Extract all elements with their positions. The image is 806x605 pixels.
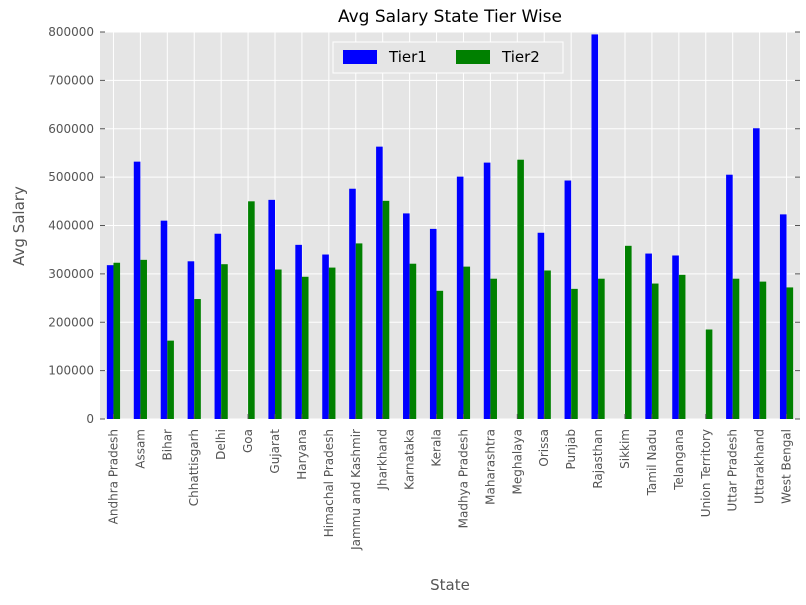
bar-tier2 [705, 329, 713, 419]
bar-tier1 [376, 146, 383, 419]
bar-tier1 [753, 128, 760, 420]
bar-tier2 [355, 243, 363, 419]
bar-tier1 [133, 161, 141, 419]
x-tick-label: Goa [241, 429, 255, 453]
x-tick-label: Delhi [214, 429, 228, 460]
bar-tier1 [726, 174, 733, 419]
bar-tier1 [429, 228, 437, 419]
bar-tier1 [322, 254, 329, 419]
bar-tier2 [678, 274, 686, 419]
x-tick-label: Haryana [295, 429, 309, 480]
bar-tier2 [194, 299, 201, 419]
y-tick-label: 600000 [48, 122, 94, 136]
x-tick-label: Madhya Pradesh [456, 429, 470, 528]
x-tick-label: Chhattisgarh [187, 429, 201, 506]
bar-tier2 [436, 290, 444, 419]
bar-tier2 [221, 264, 228, 419]
x-tick-label: Telangana [672, 429, 686, 491]
bar-tier1 [403, 213, 410, 419]
x-tick-label: Assam [133, 429, 147, 469]
bar-tier1 [349, 188, 356, 419]
bar-tier1 [160, 220, 168, 419]
y-tick-label: 800000 [48, 25, 94, 39]
legend-swatch-tier2 [456, 50, 490, 64]
bar-tier2 [732, 278, 740, 419]
bar-tier1 [591, 34, 599, 419]
bar-tier2 [113, 262, 121, 419]
bar-tier2 [140, 259, 147, 419]
x-tick-label: Jharkhand [376, 429, 390, 491]
bar-tier1 [106, 265, 114, 419]
bar-tier2 [571, 288, 578, 419]
x-tick-label: Karnataka [403, 429, 417, 490]
bar-tier1 [187, 261, 195, 419]
x-tick-label: Union Territory [699, 429, 713, 517]
y-tick-label: 700000 [48, 73, 94, 87]
x-tick-label: Uttar Pradesh [726, 429, 740, 511]
y-tick-label: 0 [86, 412, 94, 426]
bar-tier2 [409, 263, 417, 419]
bar-tier1 [214, 233, 222, 419]
bars [106, 34, 794, 420]
bar-tier1 [456, 176, 464, 419]
x-tick-label: Uttarakhand [753, 429, 767, 504]
x-tick-label: Punjab [564, 429, 578, 470]
x-axis-label: State [430, 576, 470, 594]
y-tick-label: 100000 [48, 364, 94, 378]
bar-tier2 [301, 276, 309, 419]
bar-tier2 [651, 283, 659, 419]
legend-label-tier2: Tier2 [501, 48, 540, 66]
x-tick-label: Meghalaya [510, 429, 524, 494]
bar-tier1 [483, 162, 491, 420]
bar-tier2 [328, 267, 336, 419]
x-tick-label: Himachal Pradesh [322, 429, 336, 537]
bar-tier2 [544, 270, 551, 419]
bar-tier1 [564, 180, 572, 419]
bar-tier2 [167, 340, 174, 419]
x-tick-label: West Bengal [780, 429, 794, 504]
bar-tier1 [268, 199, 275, 419]
y-tick-label: 200000 [48, 315, 94, 329]
bar-tier2 [759, 281, 767, 419]
legend-label-tier1: Tier1 [388, 48, 427, 66]
chart-title: Avg Salary State Tier Wise [338, 7, 562, 27]
bar-tier2 [463, 266, 471, 419]
bar-tier2 [625, 245, 632, 419]
bar-tier2 [248, 201, 255, 419]
x-ticks: Andhra Pradesh Assam Bihar Chhattisgarh Delh… [106, 414, 794, 551]
x-tick-label: Bihar [160, 429, 174, 461]
legend-swatch-tier1 [343, 50, 377, 64]
legend: Tier1 Tier2 [332, 41, 564, 74]
x-tick-label: Tamil Nadu [645, 429, 659, 496]
bar-tier1 [537, 232, 545, 419]
bar-tier2 [598, 278, 605, 419]
y-tick-label: 300000 [48, 267, 94, 281]
y-ticks: 0 100000 200000 300000 400000 500000 600000 700… [48, 25, 800, 426]
x-tick-label: Maharashtra [483, 429, 497, 505]
bar-tier2 [786, 287, 794, 419]
bar-tier1 [779, 214, 787, 419]
bar-tier1 [295, 244, 302, 419]
x-tick-label: Gujarat [268, 429, 282, 474]
y-tick-label: 500000 [48, 170, 94, 184]
bar-tier2 [382, 200, 390, 419]
bar-tier2 [275, 269, 282, 419]
x-tick-label: Andhra Pradesh [106, 429, 120, 524]
x-tick-label: Sikkim [618, 429, 632, 469]
y-axis-label: Avg Salary [10, 186, 28, 266]
x-tick-label: Rajasthan [591, 429, 605, 489]
bar-tier2 [517, 159, 524, 419]
bar-tier1 [672, 255, 679, 419]
bar-tier2 [490, 278, 497, 419]
bar-tier1 [645, 253, 652, 419]
x-tick-label: Kerala [430, 429, 444, 467]
x-tick-label: Jammu and Kashmir [349, 429, 363, 551]
x-tick-label: Orissa [537, 429, 551, 467]
y-tick-label: 400000 [48, 219, 94, 233]
